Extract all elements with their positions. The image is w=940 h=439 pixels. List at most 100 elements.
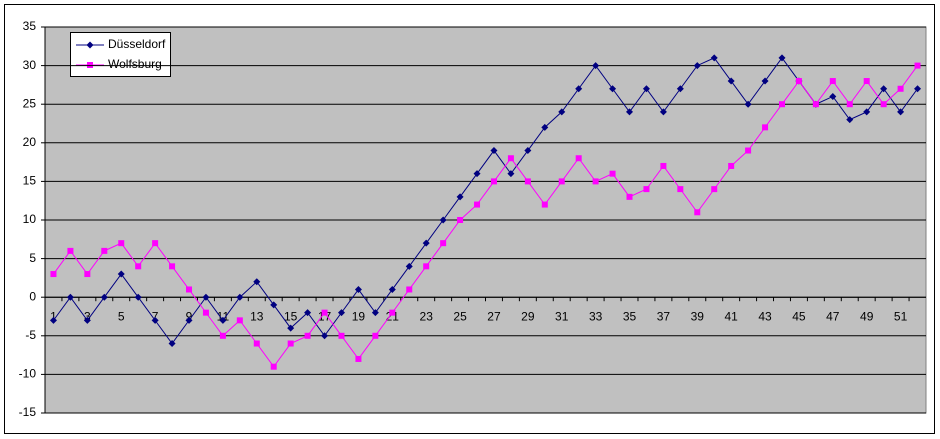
point	[778, 101, 785, 108]
point	[406, 286, 413, 293]
point	[829, 78, 836, 85]
point	[880, 85, 888, 93]
point	[778, 54, 786, 62]
point	[846, 116, 854, 124]
y-tick-label: 35	[23, 19, 37, 33]
point	[118, 240, 125, 247]
point	[863, 78, 870, 85]
x-tick-label: 29	[521, 309, 535, 323]
point	[236, 293, 244, 301]
point	[880, 101, 887, 108]
point	[405, 262, 413, 270]
point	[914, 62, 921, 69]
x-tick-label: 23	[420, 309, 434, 323]
x-tick-label: 15	[284, 309, 298, 323]
point	[710, 54, 718, 62]
point	[609, 85, 617, 93]
point	[677, 186, 684, 193]
point	[914, 85, 922, 93]
point	[829, 92, 837, 100]
x-tick-label: 43	[758, 309, 772, 323]
point	[676, 85, 684, 93]
point	[626, 108, 634, 116]
point	[795, 78, 802, 85]
point	[135, 263, 142, 270]
point	[83, 316, 91, 324]
point	[287, 324, 295, 332]
x-tick-label: 21	[386, 309, 400, 323]
point	[152, 240, 159, 247]
point	[507, 155, 514, 162]
x-tick-label: 41	[724, 309, 738, 323]
point	[337, 309, 345, 317]
point	[507, 170, 515, 178]
point	[185, 316, 193, 324]
x-tick-label: 31	[555, 309, 569, 323]
point	[134, 293, 142, 301]
point	[371, 309, 379, 317]
point	[253, 340, 260, 347]
point	[168, 340, 176, 348]
point	[490, 178, 497, 185]
point	[897, 108, 905, 116]
point	[474, 201, 481, 208]
point	[643, 186, 650, 193]
series-line	[53, 65, 918, 368]
point	[541, 201, 548, 208]
point	[558, 108, 566, 116]
point	[321, 309, 328, 316]
point	[558, 178, 565, 185]
point	[659, 108, 667, 116]
point	[762, 124, 769, 131]
x-tick-label: 17	[318, 309, 332, 323]
series-line	[53, 57, 918, 345]
point	[642, 85, 650, 93]
point	[745, 147, 752, 154]
point	[186, 286, 193, 293]
point	[439, 216, 447, 224]
point	[86, 41, 94, 49]
point	[575, 85, 583, 93]
point	[355, 355, 362, 362]
y-tick-label: 0	[29, 289, 36, 303]
x-tick-label: 5	[118, 309, 125, 323]
point	[50, 271, 57, 278]
point	[202, 309, 209, 316]
x-tick-label: 3	[84, 309, 91, 323]
point	[693, 62, 701, 70]
y-tick-label: 10	[23, 212, 37, 226]
point	[338, 332, 345, 339]
point	[236, 317, 243, 324]
point	[626, 193, 633, 200]
point	[592, 62, 600, 70]
point	[846, 101, 853, 108]
point	[253, 278, 261, 286]
point	[694, 209, 701, 216]
point	[541, 123, 549, 131]
point	[728, 162, 735, 169]
y-tick-label: -15	[19, 405, 37, 419]
point	[863, 108, 871, 116]
y-tick-label: -5	[25, 328, 36, 342]
point	[49, 316, 57, 324]
point	[812, 101, 819, 108]
x-tick-label: 9	[186, 309, 193, 323]
point	[473, 170, 481, 178]
point	[67, 247, 74, 254]
point	[151, 316, 159, 324]
point	[287, 340, 294, 347]
legend-label: Düsseldorf	[108, 37, 166, 51]
legend-label: Wolfsburg	[108, 57, 162, 71]
x-tick-label: 33	[589, 309, 603, 323]
point	[524, 147, 532, 155]
point	[389, 309, 396, 316]
point	[744, 100, 752, 108]
x-tick-label: 13	[250, 309, 264, 323]
y-tick-label: -10	[19, 367, 37, 381]
point	[660, 162, 667, 169]
point	[372, 332, 379, 339]
point	[87, 62, 93, 68]
point	[592, 178, 599, 185]
y-tick-label: 15	[23, 174, 37, 188]
